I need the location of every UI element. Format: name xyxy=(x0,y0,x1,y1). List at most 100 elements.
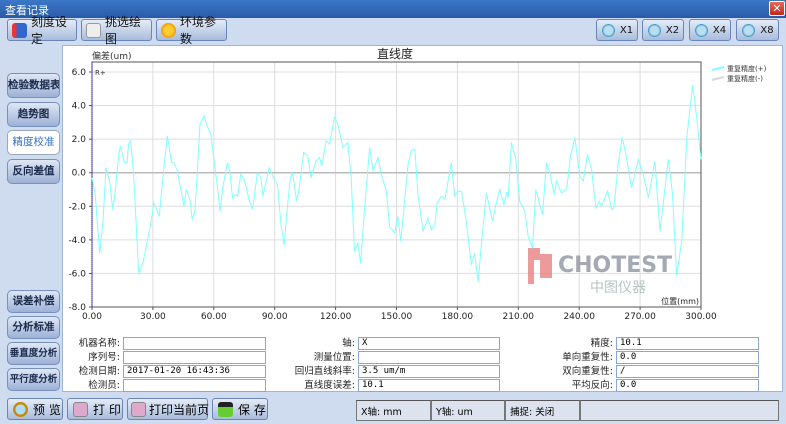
svg-text:中图仪器: 中图仪器 xyxy=(590,280,646,296)
field-input[interactable]: 3.5 um/m xyxy=(358,365,500,378)
watermark-logo: CHOTEST 中图仪器 xyxy=(528,248,672,296)
sidebar-item-parallelism[interactable]: 平行度分析 xyxy=(7,368,60,391)
print-page-label: 打印当前页 xyxy=(149,402,210,417)
field-input[interactable]: 0.0 xyxy=(616,351,759,364)
floppy-disk-icon xyxy=(218,401,233,417)
x-tick-label: 150.00 xyxy=(381,312,413,322)
zoom-x1-button[interactable]: X1 xyxy=(596,19,638,41)
scale-setting-label: 刻度设定 xyxy=(31,15,68,46)
field-label: 精度: xyxy=(590,338,613,349)
x-tick-label: 210.00 xyxy=(503,312,535,322)
field-input[interactable] xyxy=(123,379,266,392)
printer-icon xyxy=(131,401,146,417)
zoom-in-icon xyxy=(600,22,616,38)
field-input[interactable]: 10.1 xyxy=(358,379,500,392)
y-tick-label: 0.0 xyxy=(72,169,87,179)
field-label: 序列号: xyxy=(88,352,120,363)
field-input[interactable] xyxy=(358,351,500,364)
x-tick-label: 0.00 xyxy=(82,312,102,322)
sidebar-item-reverse-diff[interactable]: 反向差值 xyxy=(7,159,60,184)
svg-text:CHOTEST: CHOTEST xyxy=(558,253,672,278)
field-label: 平均反向: xyxy=(571,380,613,391)
legend-swatch-minus xyxy=(711,76,725,81)
hand-pointer-icon xyxy=(86,22,101,38)
print-current-page-button[interactable]: 打印当前页 xyxy=(127,398,210,420)
zoom-x8-button[interactable]: X8 xyxy=(736,19,779,41)
magnifier-icon xyxy=(13,401,28,417)
field-input[interactable]: / xyxy=(616,365,759,378)
zoom-label: X2 xyxy=(665,24,680,36)
sidebar-item-error-compensation[interactable]: 误差补偿 xyxy=(7,290,60,313)
field-input[interactable]: 2017-01-20 16:43:36 xyxy=(123,365,266,378)
field-label: 轴: xyxy=(342,338,355,349)
legend-swatch-plus xyxy=(711,66,725,71)
zoom-in-icon xyxy=(741,22,757,38)
field-label: 机器名称: xyxy=(78,338,120,349)
weather-icon xyxy=(161,22,176,38)
y-tick-label: 2.0 xyxy=(72,135,87,145)
y-tick-label: -8.0 xyxy=(68,303,86,313)
select-plot-label: 挑选绘图 xyxy=(105,15,142,46)
field-label: 直线度误差: xyxy=(304,380,355,391)
sidebar-item-analysis-standard[interactable]: 分析标准 xyxy=(7,316,60,339)
sidebar-item-accuracy-calibration[interactable]: 精度校准 xyxy=(7,130,60,155)
zoom-label: X1 xyxy=(619,24,634,36)
status-y-axis: Y轴: um xyxy=(431,400,505,421)
field-label: 回归直线斜率: xyxy=(294,366,355,377)
print-button[interactable]: 打 印 xyxy=(67,398,123,420)
field-label: 测量位置: xyxy=(313,352,355,363)
preview-button[interactable]: 预 览 xyxy=(7,398,63,420)
y-tick-label: -2.0 xyxy=(68,202,86,212)
window-title: 查看记录 xyxy=(5,4,49,17)
x-tick-label: 120.00 xyxy=(320,312,352,322)
straightness-chart: 直线度 偏差(um) R+ 0.00 30.00 60.00 90.00 120.00 1… xyxy=(68,46,767,322)
x-tick-label: 30.00 xyxy=(140,312,166,322)
y-tick-label: -6.0 xyxy=(68,269,86,279)
env-params-label: 环境参数 xyxy=(180,15,217,46)
status-x-axis: X轴: mm xyxy=(356,400,431,421)
close-button[interactable]: ✕ xyxy=(769,1,785,16)
status-snap: 捕捉: 关闭 xyxy=(505,400,580,421)
content-panel xyxy=(62,45,783,392)
x-tick-label: 300.00 xyxy=(685,312,717,322)
preview-label: 预 览 xyxy=(33,402,61,417)
x-tick-label: 90.00 xyxy=(262,312,288,322)
zoom-in-icon xyxy=(693,22,709,38)
x-tick-label: 60.00 xyxy=(201,312,227,322)
select-plot-button[interactable]: 挑选绘图 xyxy=(81,15,152,46)
ruler-icon xyxy=(12,22,27,38)
zoom-x4-button[interactable]: X4 xyxy=(689,19,731,41)
x-tick-label: 180.00 xyxy=(442,312,474,322)
sidebar-item-trend[interactable]: 趋势图 xyxy=(7,102,60,127)
env-params-button[interactable]: 环境参数 xyxy=(156,15,227,46)
x-axis-label: 位置(mm) xyxy=(661,296,699,306)
r-plus-marker: R+ xyxy=(95,69,106,77)
zoom-label: X4 xyxy=(712,24,727,36)
zoom-x2-button[interactable]: X2 xyxy=(642,19,684,41)
x-tick-label: 240.00 xyxy=(563,312,595,322)
status-extra xyxy=(580,400,779,421)
field-label: 双向重复性: xyxy=(562,366,613,377)
x-tick-label: 270.00 xyxy=(624,312,656,322)
sidebar-item-inspection-table[interactable]: 检验数据表 xyxy=(7,73,60,98)
field-input[interactable]: 10.1 xyxy=(616,337,759,350)
field-input[interactable] xyxy=(123,351,266,364)
y-tick-label: 6.0 xyxy=(72,68,87,78)
sidebar-item-perpendicularity[interactable]: 垂直度分析 xyxy=(7,342,60,365)
y-tick-label: -4.0 xyxy=(68,236,86,246)
field-label: 检测日期: xyxy=(78,366,120,377)
field-label: 检测员: xyxy=(88,380,120,391)
field-input[interactable] xyxy=(123,337,266,350)
title-bar: 查看记录 xyxy=(0,0,786,18)
y-tick-label: 4.0 xyxy=(72,102,87,112)
legend-label-minus: 重复精度(-) xyxy=(727,74,763,83)
printer-icon xyxy=(73,401,88,417)
save-label: 保 存 xyxy=(238,402,266,417)
save-button[interactable]: 保 存 xyxy=(212,398,268,420)
zoom-in-icon xyxy=(646,22,662,38)
scale-setting-button[interactable]: 刻度设定 xyxy=(7,15,77,46)
legend: 重复精度(+) 重复精度(-) xyxy=(711,64,767,83)
legend-label-plus: 重复精度(+) xyxy=(727,64,767,73)
field-input[interactable]: X xyxy=(358,337,500,350)
field-input[interactable]: 0.0 xyxy=(616,379,759,392)
